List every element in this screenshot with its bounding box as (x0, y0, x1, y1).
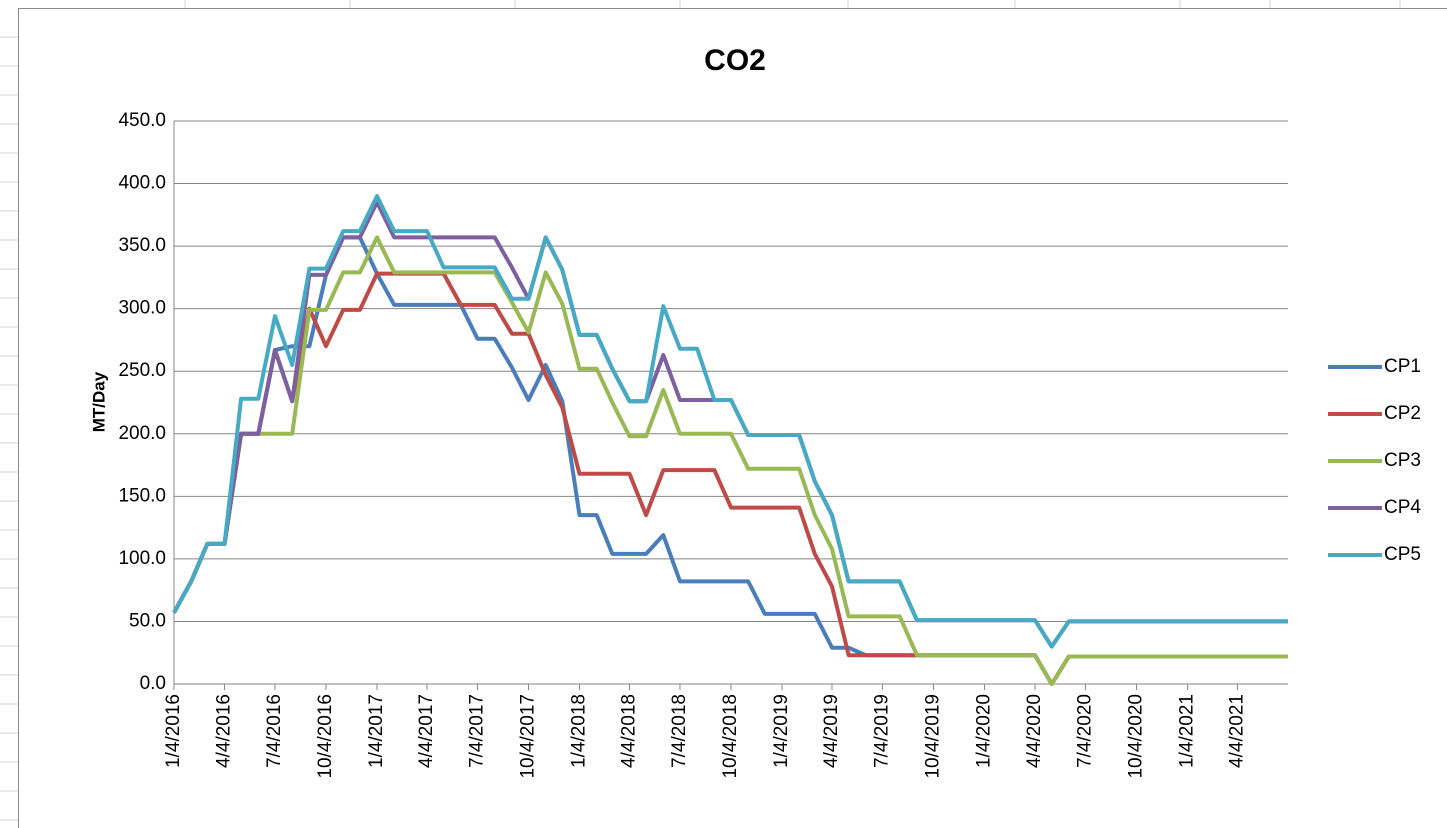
y-tick-label: 50.0 (129, 610, 166, 631)
x-tick-label: 7/4/2020 (1075, 694, 1096, 768)
y-axis-label: MT/Day (89, 371, 108, 432)
chart-area (18, 8, 1447, 828)
x-tick-label: 10/4/2016 (315, 694, 336, 779)
x-tick-label: 4/4/2019 (821, 694, 842, 768)
x-tick-label: 7/4/2016 (264, 694, 285, 768)
plot: 0.0 50.0 100.0 150.0 200.0 250.0 300.0 350.0 400… (118, 110, 1421, 779)
chart-title: CO2 (704, 44, 766, 77)
sheet-grid (0, 0, 1401, 821)
x-tick-label: 7/4/2018 (669, 694, 690, 768)
x-tick-label: 4/4/2018 (618, 694, 639, 768)
y-tick-label: 400.0 (118, 173, 166, 194)
x-tick-label: 1/4/2018 (569, 694, 590, 768)
x-tick-label: 1/4/2016 (163, 694, 184, 768)
x-tick-label: 7/4/2019 (871, 694, 892, 768)
x-tick-label: 4/4/2017 (416, 694, 437, 768)
y-tick-label: 200.0 (118, 423, 166, 444)
legend-label: CP2 (1384, 403, 1421, 424)
y-tick-label: 250.0 (118, 360, 166, 381)
x-tick-label: 4/4/2021 (1227, 694, 1248, 768)
x-tick-label: 10/4/2019 (923, 694, 944, 779)
y-tick-label: 450.0 (118, 110, 166, 131)
x-tick-label: 1/4/2019 (771, 694, 792, 768)
x-tick-label: 4/4/2016 (214, 694, 235, 768)
series-line (172, 194, 1288, 649)
legend-label: CP4 (1384, 497, 1421, 518)
legend-label: CP5 (1384, 544, 1421, 565)
y-tick-label: 350.0 (118, 235, 166, 256)
y-tick-label: 300.0 (118, 298, 166, 319)
x-tick-label: 10/4/2020 (1126, 694, 1147, 779)
x-tick-label: 7/4/2017 (466, 694, 487, 768)
x-tick-label: 4/4/2020 (1024, 694, 1045, 768)
x-tick-label: 1/4/2017 (366, 694, 387, 768)
legend-label: CP1 (1384, 356, 1421, 377)
y-tick-label: 150.0 (118, 485, 166, 506)
x-tick-label: 1/4/2021 (1177, 694, 1198, 768)
x-tick-label: 10/4/2018 (720, 694, 741, 779)
x-tick-label: 1/4/2020 (974, 694, 995, 768)
y-tick-label: 0.0 (140, 673, 166, 694)
series-line (172, 235, 1288, 686)
legend-label: CP3 (1384, 450, 1421, 471)
x-tick-label: 10/4/2017 (518, 694, 539, 779)
y-tick-label: 100.0 (118, 548, 166, 569)
